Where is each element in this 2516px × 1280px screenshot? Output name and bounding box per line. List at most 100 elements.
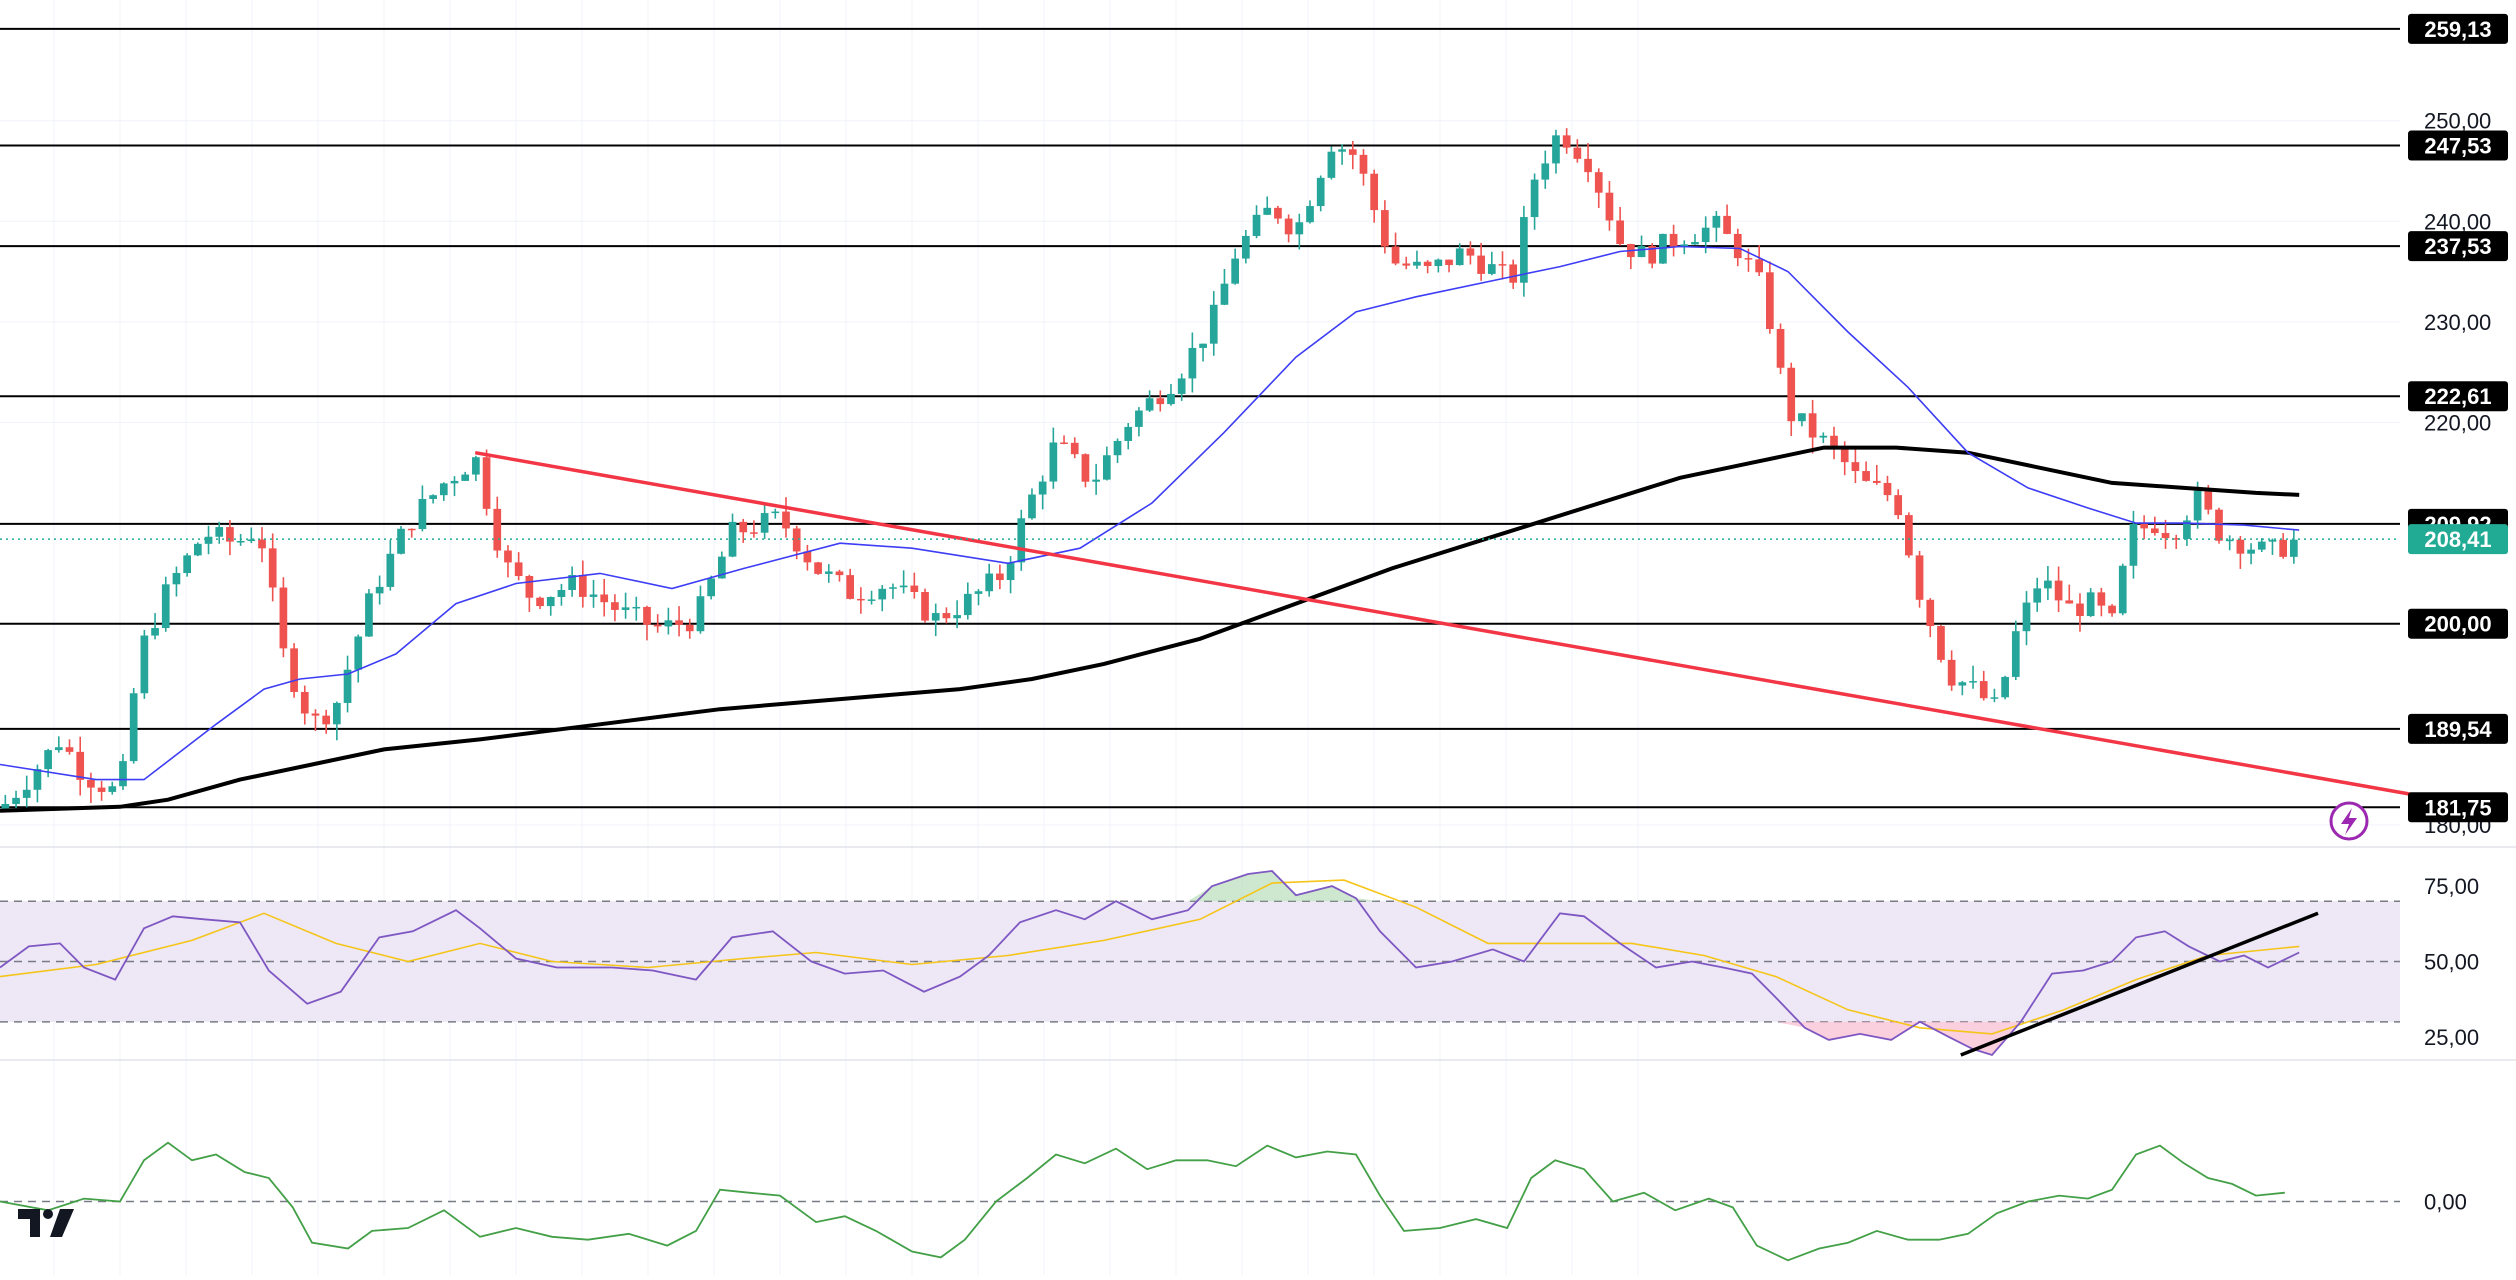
axis-tick-label: 250,00 xyxy=(2424,109,2491,134)
candle xyxy=(1338,149,1346,152)
price-axis[interactable]: 250,00240,00230,00220,00180,0075,0050,00… xyxy=(2408,13,2508,1215)
level-tag: 189,54 xyxy=(2408,713,2508,744)
level-tag-bg xyxy=(2408,792,2508,823)
candle xyxy=(1776,328,1785,368)
level-tag-bg xyxy=(2408,608,2508,639)
candle xyxy=(1359,154,1368,174)
candles xyxy=(1,128,2298,813)
candle xyxy=(1038,481,1047,495)
candle xyxy=(1616,220,1624,245)
candle xyxy=(1937,626,1945,660)
candle xyxy=(268,548,277,588)
candle xyxy=(664,620,673,627)
candle xyxy=(365,593,373,637)
candle xyxy=(760,513,769,533)
candle xyxy=(589,594,598,597)
candle xyxy=(696,596,705,632)
level-tag-text: 189,54 xyxy=(2424,717,2492,742)
candle xyxy=(2204,490,2213,510)
candle xyxy=(546,597,555,607)
candle xyxy=(1370,173,1379,211)
candle xyxy=(183,555,191,574)
lightning-icon[interactable] xyxy=(2329,801,2369,841)
candle xyxy=(653,624,662,627)
candle xyxy=(974,591,983,594)
candle xyxy=(1733,233,1742,259)
candle xyxy=(504,550,512,563)
candle xyxy=(333,702,341,725)
level-tag-bg xyxy=(2408,130,2508,161)
candle xyxy=(1840,446,1849,463)
candle xyxy=(536,597,544,607)
oscillator-pane[interactable] xyxy=(0,1141,2400,1262)
candle xyxy=(1744,258,1753,260)
candle xyxy=(1659,233,1667,264)
candle xyxy=(247,539,256,541)
candle xyxy=(54,747,63,751)
candle xyxy=(1755,259,1764,273)
candle xyxy=(1701,227,1710,243)
last-price-tag-text: 208,41 xyxy=(2424,527,2491,552)
candle xyxy=(1798,413,1806,422)
red-down-trendline[interactable] xyxy=(474,450,2420,798)
candle xyxy=(685,624,694,632)
candle xyxy=(643,606,651,625)
level-tag: 222,61 xyxy=(2408,381,2508,412)
candle xyxy=(1284,218,1293,235)
rsi-oversold-fill xyxy=(1776,1021,2021,1055)
level-tag: 237,53 xyxy=(2408,231,2508,262)
axis-tick-label: 75,00 xyxy=(2424,874,2479,899)
candle xyxy=(450,480,459,484)
candle xyxy=(857,598,865,601)
candle xyxy=(611,602,619,610)
candle xyxy=(899,585,908,588)
candle xyxy=(2215,509,2223,541)
candle xyxy=(675,620,683,625)
candle xyxy=(2268,539,2277,542)
candle xyxy=(2108,605,2116,614)
candle xyxy=(1915,555,1924,600)
candle xyxy=(835,571,844,576)
candle xyxy=(824,571,833,574)
candle xyxy=(1177,378,1186,394)
candle xyxy=(22,789,31,798)
tradingview-logo-icon[interactable] xyxy=(18,1205,82,1241)
candle xyxy=(76,751,85,780)
candle xyxy=(1594,172,1603,193)
candle xyxy=(1958,682,1967,686)
candle xyxy=(151,628,159,636)
candle xyxy=(1787,367,1796,422)
candle xyxy=(397,528,405,554)
axis-tick-label: 50,00 xyxy=(2424,950,2479,975)
candle xyxy=(1851,462,1860,472)
candle xyxy=(846,575,855,599)
candle xyxy=(2183,520,2191,539)
level-tag-text: 237,53 xyxy=(2424,234,2491,259)
level-tag-text: 259,13 xyxy=(2424,17,2491,42)
ma-blue-line xyxy=(0,245,2300,781)
price-pane[interactable] xyxy=(0,27,2420,813)
last-price-tag: 208,41 xyxy=(2408,524,2508,555)
candle xyxy=(782,511,790,529)
candle xyxy=(354,636,363,670)
candle xyxy=(2097,592,2106,606)
candle xyxy=(2279,539,2288,557)
candle xyxy=(429,495,437,500)
candle xyxy=(1263,207,1272,215)
candle xyxy=(1167,393,1175,405)
candle xyxy=(1808,413,1817,438)
candle xyxy=(2290,539,2298,557)
candle xyxy=(2172,538,2181,540)
candle xyxy=(343,669,352,703)
rsi-up-trendline[interactable] xyxy=(1960,911,2319,1057)
candle xyxy=(1723,215,1731,234)
axis-tick-label: 25,00 xyxy=(2424,1025,2479,1050)
candle xyxy=(1487,264,1496,274)
candle xyxy=(1199,343,1207,348)
candle xyxy=(2086,592,2095,617)
candle xyxy=(1562,135,1571,148)
candle xyxy=(472,457,480,475)
rsi-pane[interactable] xyxy=(0,870,2400,1057)
candle xyxy=(279,587,288,649)
